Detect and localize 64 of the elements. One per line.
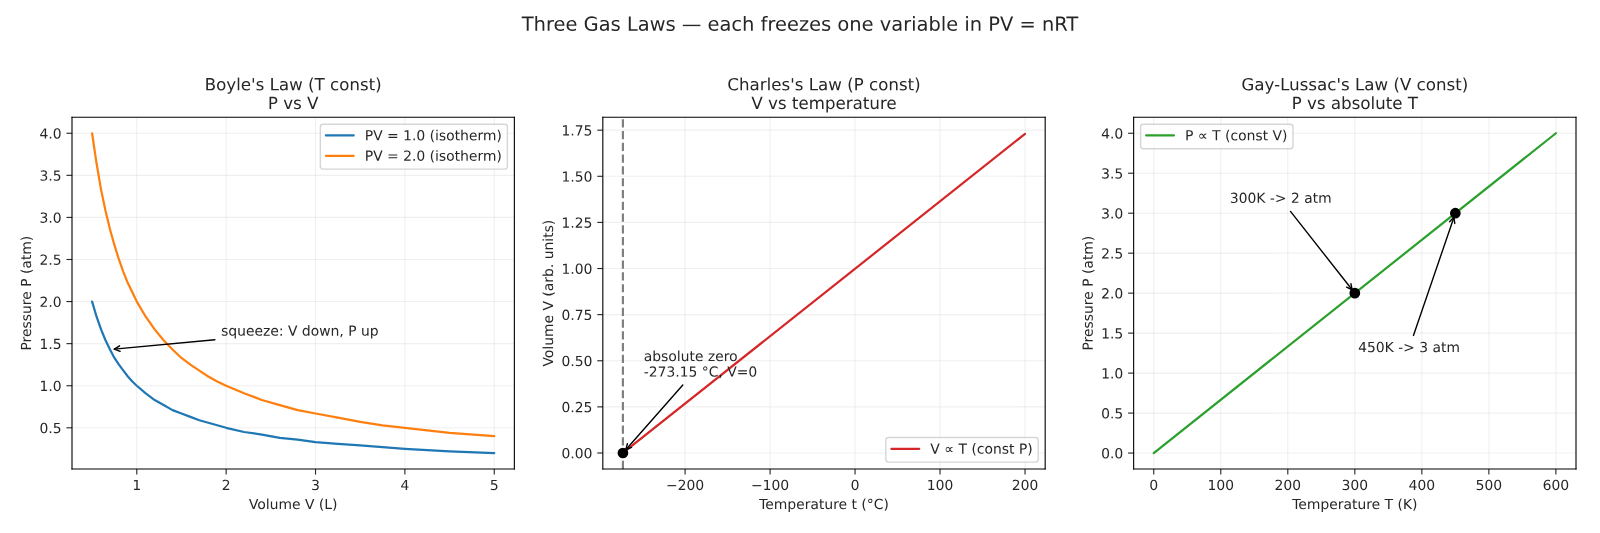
annotation: squeeze: V down, P up [221, 325, 378, 339]
annotation: absolute zero -273.15 °C, V=0 [644, 350, 757, 379]
x-tick-label: −200 [667, 479, 704, 491]
y-tick-label: 0.0 [1102, 448, 1123, 459]
y-tick-label: 1.5 [41, 338, 61, 350]
y-tick-label: 2.0 [1102, 288, 1123, 299]
y-tick-label: 0.25 [562, 401, 592, 413]
x-tick-label: 500 [1476, 479, 1502, 491]
y-axis-title: Pressure P (atm) [20, 236, 33, 350]
y-tick-label: 0.75 [562, 309, 592, 321]
annotation: 450K -> 3 atm [1358, 341, 1459, 353]
y-tick-label: 0.50 [562, 355, 592, 367]
legend-label: PV = 2.0 (isotherm) [366, 150, 501, 163]
x-tick-label: 4 [401, 479, 409, 491]
x-tick-label: 5 [490, 479, 498, 491]
y-tick-label: 0.5 [1102, 408, 1123, 419]
chart-title: Boyle's Law (T const) [206, 77, 381, 94]
x-tick-label: 2 [222, 479, 230, 491]
y-tick-label: 3.0 [1102, 208, 1123, 219]
y-tick-label: 1.25 [563, 217, 592, 228]
legend-label: V ∝ T (const P) [930, 443, 1032, 456]
y-tick-label: 1.00 [563, 263, 592, 274]
x-tick-label: 100 [1209, 479, 1234, 491]
x-tick-label: 600 [1543, 479, 1569, 491]
x-axis-title: Volume V (L) [249, 498, 337, 511]
y-tick-label: 1.0 [41, 380, 61, 392]
x-tick-label: 3 [312, 479, 319, 491]
y-tick-label: 2.5 [40, 254, 61, 265]
chart-subtitle: V vs temperature [751, 96, 896, 113]
x-tick-label: 300 [1342, 479, 1368, 491]
x-tick-label: −100 [752, 479, 789, 491]
chart-title: Charles's Law (P const) [728, 77, 920, 93]
y-tick-label: 4.0 [40, 128, 61, 139]
legend-label: PV = 1.0 (isotherm) [366, 129, 501, 143]
y-tick-label: 1.75 [563, 125, 592, 136]
y-tick-label: 4.0 [1101, 128, 1123, 139]
y-tick-label: 3.0 [40, 212, 61, 223]
y-tick-label: 2.5 [1102, 248, 1123, 259]
chart-subtitle: P vs V [269, 96, 319, 110]
x-axis-title: Temperature t (°C) [759, 498, 888, 512]
x-tick-label: 1 [133, 479, 140, 491]
y-tick-label: 0.5 [40, 422, 61, 434]
annotation: 300K -> 2 atm [1230, 192, 1331, 204]
chart-title: Gay-Lussac's Law (V const) [1242, 77, 1467, 94]
line-series [91, 300, 496, 455]
y-tick-label: 0.00 [562, 447, 592, 459]
y-axis-title: Pressure P (atm) [1082, 236, 1095, 350]
y-tick-label: 1.0 [1102, 368, 1123, 379]
chart-subtitle: P vs absolute T [1293, 96, 1419, 110]
legend-label: P ∝ T (const V) [1186, 129, 1287, 143]
x-tick-label: 100 [928, 479, 953, 491]
text: Three Gas Laws — each freezes one variable in PV = nRT [521, 15, 1079, 32]
x-tick-label: 0 [851, 479, 859, 491]
y-tick-label: 3.5 [40, 170, 61, 181]
y-tick-label: 1.50 [563, 171, 592, 182]
x-axis-title: Temperature T (K) [1292, 498, 1417, 512]
y-tick-label: 2.0 [40, 296, 61, 308]
x-tick-label: 400 [1409, 479, 1435, 491]
x-tick-label: 200 [1012, 479, 1038, 491]
y-tick-label: 1.5 [1102, 328, 1123, 339]
y-tick-label: 3.5 [1102, 168, 1123, 179]
x-tick-label: 200 [1275, 479, 1301, 491]
x-tick-label: 0 [1150, 479, 1158, 491]
y-axis-title: Volume V (arb. units) [542, 220, 555, 367]
